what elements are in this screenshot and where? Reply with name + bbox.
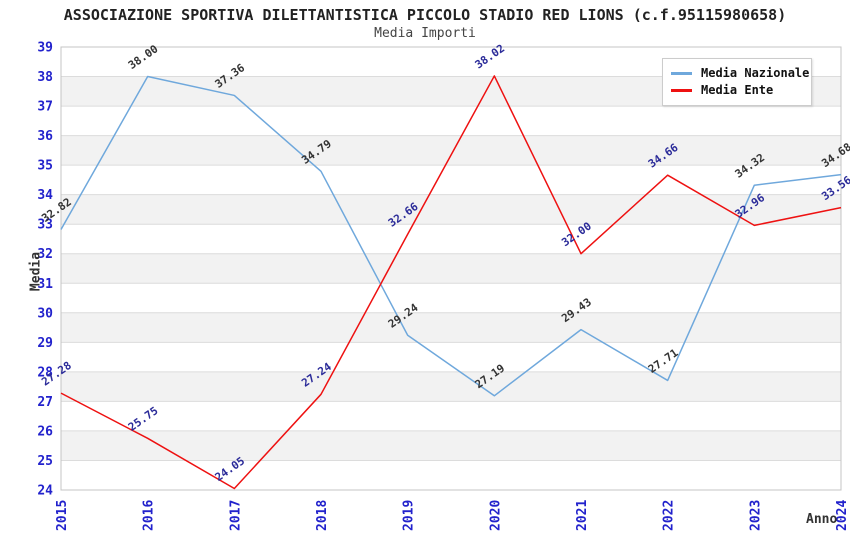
legend-item-media-ente: Media Ente [671,82,803,98]
svg-text:25: 25 [37,454,53,469]
svg-text:2018: 2018 [315,500,330,531]
legend-label-media-ente: Media Ente [701,83,774,97]
svg-text:37: 37 [37,100,53,115]
svg-text:30: 30 [37,306,53,321]
legend-swatch-media-nazionale-icon [671,71,692,75]
legend-swatch-media-ente-icon [671,88,692,92]
svg-text:2022: 2022 [662,500,677,531]
svg-text:31: 31 [37,277,53,292]
y-axis-title: Media [28,251,44,292]
legend: Media Nazionale Media Ente [662,58,812,106]
svg-text:27: 27 [37,395,53,410]
svg-text:38: 38 [37,70,53,85]
svg-text:35: 35 [37,159,53,174]
legend-item-media-nazionale: Media Nazionale [671,65,809,81]
svg-text:2020: 2020 [488,500,503,531]
svg-text:24: 24 [37,484,53,499]
svg-text:36: 36 [37,129,53,144]
svg-text:2024: 2024 [835,500,850,531]
chart-subtitle: Media Importi [374,26,476,41]
svg-text:2017: 2017 [228,500,243,531]
svg-text:2021: 2021 [575,500,590,531]
svg-text:34: 34 [37,188,53,203]
svg-text:32: 32 [37,247,53,262]
svg-text:38.02: 38.02 [473,42,508,72]
legend-label-media-nazionale: Media Nazionale [701,66,810,80]
svg-text:2015: 2015 [55,500,70,531]
svg-text:29: 29 [37,336,53,351]
svg-text:26: 26 [37,424,53,439]
svg-text:28: 28 [37,365,53,380]
chart-title: ASSOCIAZIONE SPORTIVA DILETTANTISTICA PI… [63,6,787,24]
svg-text:2016: 2016 [142,500,157,531]
x-axis-title: Anno [806,512,838,527]
svg-text:33: 33 [37,218,53,233]
svg-text:2019: 2019 [402,500,417,531]
svg-text:39: 39 [37,41,53,56]
svg-text:2023: 2023 [748,500,763,531]
svg-text:25.75: 25.75 [126,404,161,434]
